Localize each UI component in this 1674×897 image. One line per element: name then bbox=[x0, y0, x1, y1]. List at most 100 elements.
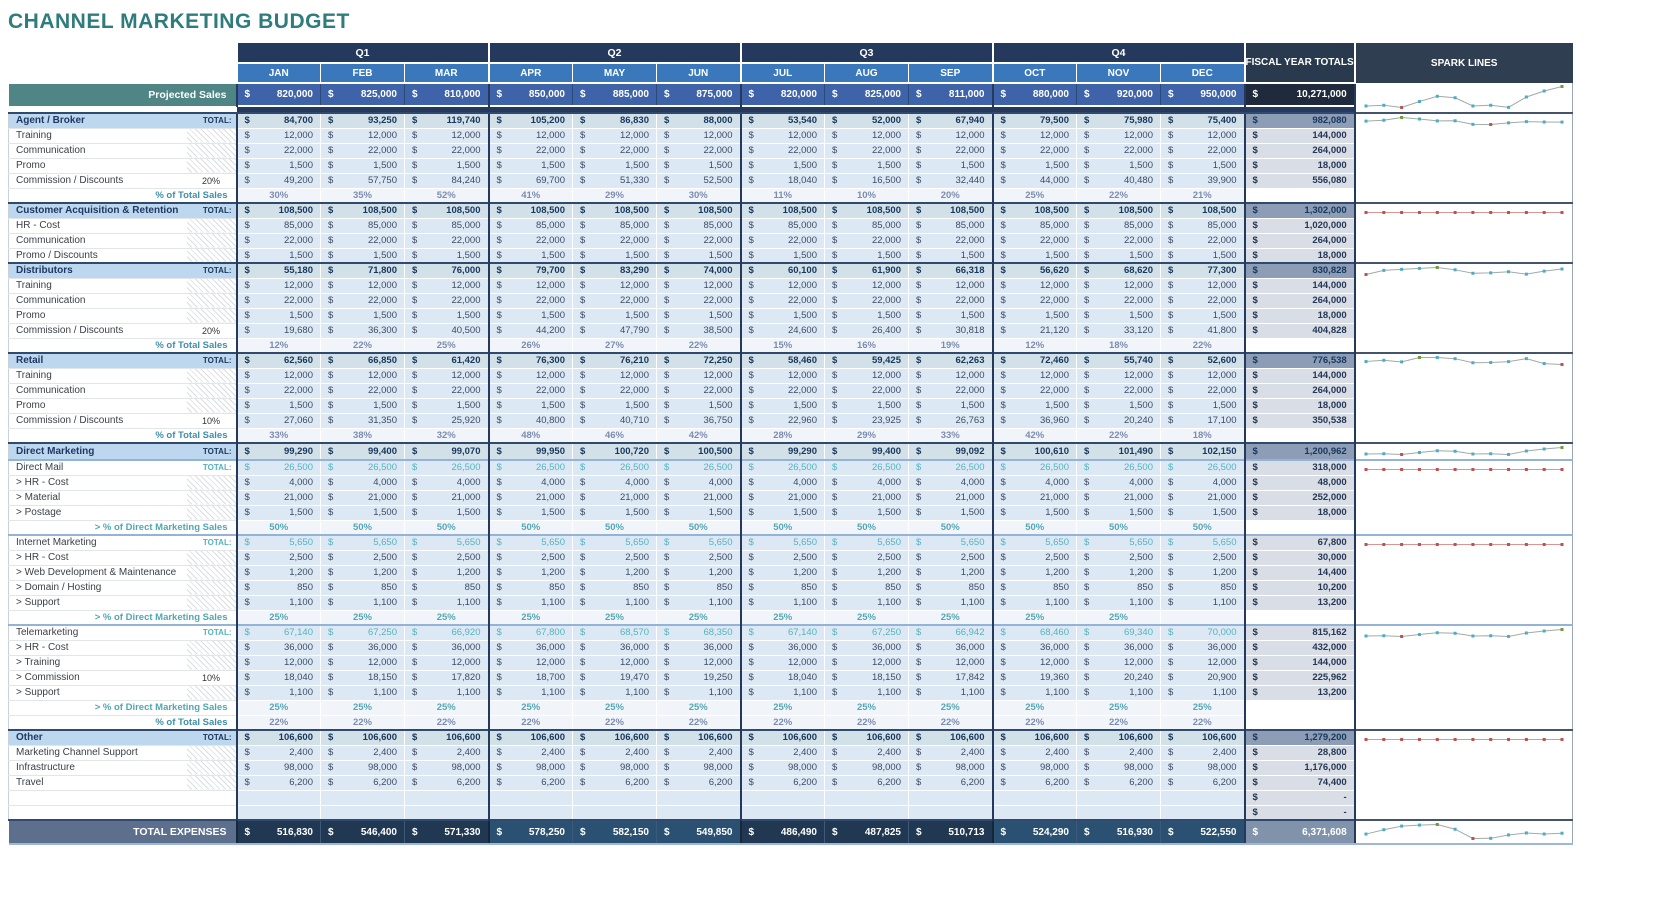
value-cell[interactable]: $850 bbox=[235, 580, 321, 596]
value-cell[interactable]: $12,000 bbox=[1160, 128, 1245, 144]
value-cell[interactable]: $32,440 bbox=[908, 173, 993, 189]
value-cell[interactable]: $12,000 bbox=[487, 128, 573, 144]
value-cell[interactable]: $22,000 bbox=[991, 383, 1077, 399]
value-cell[interactable]: $22,000 bbox=[824, 233, 909, 249]
percent-value-cell[interactable]: 32% bbox=[404, 428, 489, 444]
total-expenses-value[interactable]: $516,930 bbox=[1076, 819, 1161, 845]
value-cell[interactable]: $119,740 bbox=[404, 112, 489, 129]
value-cell[interactable]: $108,500 bbox=[739, 202, 825, 219]
percent-row-label[interactable]: > % of Direct Marketing Sales bbox=[8, 520, 237, 536]
value-cell[interactable]: $41,800 bbox=[1160, 323, 1245, 339]
row-label[interactable]: > Domain / Hosting bbox=[8, 580, 187, 596]
percent-value-cell[interactable]: 25% bbox=[824, 610, 909, 626]
value-cell[interactable]: $1,100 bbox=[235, 685, 321, 701]
value-cell[interactable]: $22,000 bbox=[991, 233, 1077, 249]
value-cell[interactable]: $2,400 bbox=[572, 745, 657, 761]
value-cell[interactable]: $67,800 bbox=[487, 624, 573, 641]
value-cell[interactable]: $2,400 bbox=[487, 745, 573, 761]
value-cell[interactable]: $57,750 bbox=[320, 173, 405, 189]
value-cell[interactable]: $22,000 bbox=[824, 383, 909, 399]
percent-value-cell[interactable]: 22% bbox=[235, 715, 321, 731]
value-cell[interactable]: $2,400 bbox=[320, 745, 405, 761]
value-cell[interactable]: $22,000 bbox=[320, 383, 405, 399]
value-cell[interactable]: $1,200 bbox=[235, 565, 321, 581]
value-cell[interactable]: $1,500 bbox=[908, 398, 993, 414]
value-cell[interactable]: $12,000 bbox=[908, 655, 993, 671]
value-cell[interactable]: $2,400 bbox=[739, 745, 825, 761]
value-cell[interactable]: $1,500 bbox=[1160, 398, 1245, 414]
value-cell[interactable]: $60,100 bbox=[739, 262, 825, 279]
percent-value-cell[interactable]: 38% bbox=[320, 428, 405, 444]
total-expenses-value[interactable]: $486,490 bbox=[739, 819, 825, 845]
value-cell[interactable]: $26,500 bbox=[572, 459, 657, 476]
value-cell[interactable]: $22,960 bbox=[739, 413, 825, 429]
value-cell[interactable]: $12,000 bbox=[404, 368, 489, 384]
total-expenses-value[interactable]: $487,825 bbox=[824, 819, 909, 845]
value-cell[interactable]: $53,540 bbox=[739, 112, 825, 129]
value-cell[interactable]: $22,000 bbox=[656, 233, 741, 249]
value-cell[interactable]: $99,092 bbox=[908, 442, 993, 461]
value-cell[interactable] bbox=[572, 805, 657, 821]
value-cell[interactable]: $106,600 bbox=[739, 729, 825, 746]
value-cell[interactable]: $108,500 bbox=[908, 202, 993, 219]
total-label-cell[interactable]: TOTAL: bbox=[186, 112, 237, 129]
fiscal-total-cell[interactable]: $1,302,000 bbox=[1243, 202, 1355, 219]
value-cell[interactable]: $56,620 bbox=[991, 262, 1077, 279]
value-cell[interactable]: $12,000 bbox=[991, 368, 1077, 384]
value-cell[interactable]: $21,000 bbox=[1160, 490, 1245, 506]
projected-sales-label[interactable]: Projected Sales bbox=[8, 82, 237, 106]
value-cell[interactable]: $85,000 bbox=[320, 218, 405, 234]
value-cell[interactable]: $31,350 bbox=[320, 413, 405, 429]
value-cell[interactable]: $4,000 bbox=[908, 475, 993, 491]
total-expenses-value[interactable]: $549,850 bbox=[656, 819, 741, 845]
value-cell[interactable]: $22,000 bbox=[235, 293, 321, 309]
value-cell[interactable]: $12,000 bbox=[991, 655, 1077, 671]
value-cell[interactable]: $22,000 bbox=[1076, 383, 1161, 399]
value-cell[interactable]: $12,000 bbox=[320, 368, 405, 384]
percent-value-cell[interactable]: 52% bbox=[404, 188, 489, 204]
fiscal-total-cell[interactable]: $264,000 bbox=[1243, 293, 1355, 309]
value-cell[interactable]: $52,600 bbox=[1160, 352, 1245, 369]
row-label[interactable]: HR - Cost bbox=[8, 218, 187, 234]
value-cell[interactable]: $850 bbox=[572, 580, 657, 596]
value-cell[interactable]: $98,000 bbox=[320, 760, 405, 776]
percent-value-cell[interactable]: 25% bbox=[739, 610, 825, 626]
value-cell[interactable]: $22,000 bbox=[1160, 233, 1245, 249]
value-cell[interactable]: $26,500 bbox=[1160, 459, 1245, 476]
value-cell[interactable]: $1,500 bbox=[320, 505, 405, 521]
value-cell[interactable]: $12,000 bbox=[320, 655, 405, 671]
value-cell[interactable]: $4,000 bbox=[404, 475, 489, 491]
value-cell[interactable]: $93,250 bbox=[320, 112, 405, 129]
value-cell[interactable] bbox=[487, 805, 573, 821]
value-cell[interactable]: $22,000 bbox=[320, 233, 405, 249]
value-cell[interactable]: $76,000 bbox=[404, 262, 489, 279]
projected-sales-value[interactable]: $820,000 bbox=[235, 82, 321, 106]
percent-value-cell[interactable]: 22% bbox=[320, 715, 405, 731]
fiscal-total-cell[interactable]: $13,200 bbox=[1243, 685, 1355, 701]
value-cell[interactable]: $106,600 bbox=[824, 729, 909, 746]
value-cell[interactable]: $85,000 bbox=[908, 218, 993, 234]
value-cell[interactable]: $6,200 bbox=[991, 775, 1077, 791]
fiscal-total-cell[interactable]: $432,000 bbox=[1243, 640, 1355, 656]
value-cell[interactable]: $22,000 bbox=[572, 233, 657, 249]
projected-sales-value[interactable]: $880,000 bbox=[991, 82, 1077, 106]
value-cell[interactable]: $22,000 bbox=[908, 233, 993, 249]
percent-value-cell[interactable]: 50% bbox=[656, 520, 741, 536]
percent-value-cell[interactable]: 25% bbox=[235, 610, 321, 626]
row-label[interactable]: Promo bbox=[8, 158, 187, 174]
month-header-dec[interactable]: DEC bbox=[1160, 62, 1245, 83]
value-cell[interactable]: $5,650 bbox=[1076, 534, 1161, 551]
value-cell[interactable]: $22,000 bbox=[235, 143, 321, 159]
value-cell[interactable]: $2,500 bbox=[908, 550, 993, 566]
value-cell[interactable]: $36,000 bbox=[487, 640, 573, 656]
value-cell[interactable]: $44,200 bbox=[487, 323, 573, 339]
value-cell[interactable]: $108,500 bbox=[991, 202, 1077, 219]
value-cell[interactable]: $22,000 bbox=[572, 293, 657, 309]
value-cell[interactable]: $1,500 bbox=[739, 248, 825, 264]
ratio-cell[interactable] bbox=[186, 158, 237, 174]
fiscal-total-cell[interactable]: $404,828 bbox=[1243, 323, 1355, 339]
value-cell[interactable]: $22,000 bbox=[1160, 383, 1245, 399]
value-cell[interactable]: $98,000 bbox=[908, 760, 993, 776]
ratio-cell[interactable] bbox=[186, 790, 237, 806]
total-expenses-value[interactable]: $571,330 bbox=[404, 819, 489, 845]
